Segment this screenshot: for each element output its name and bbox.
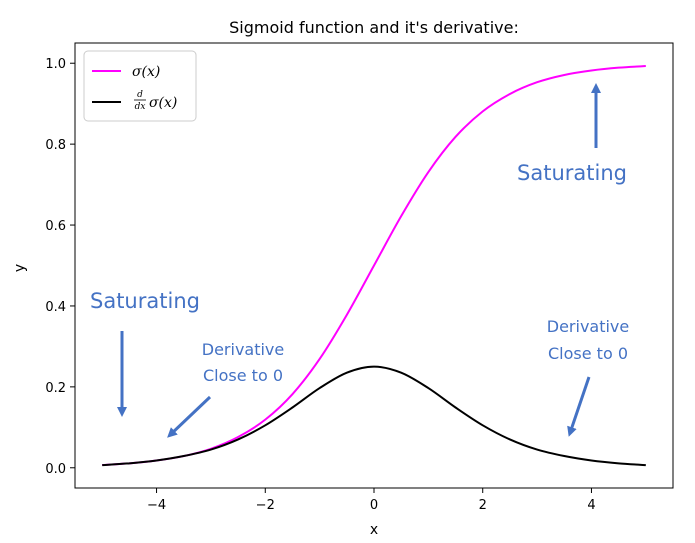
annotations: Saturating Derivative Close to 0 Saturat… xyxy=(90,83,630,438)
x-tick-label: 2 xyxy=(479,498,487,513)
y-axis-label: y xyxy=(12,264,28,272)
legend-derivative-label: σ(x) xyxy=(149,95,177,111)
y-tick-label: 0.8 xyxy=(45,138,66,153)
annotation-derivative-right-line2: Close to 0 xyxy=(548,344,628,363)
arrow-derivative-right xyxy=(567,376,591,437)
legend: σ(x) d dx σ(x) xyxy=(83,50,197,122)
legend-box xyxy=(83,50,197,122)
x-tick-label: 4 xyxy=(587,498,595,513)
y-tick-label: 1.0 xyxy=(45,57,66,72)
legend-derivative-denominator: dx xyxy=(135,102,146,112)
y-tick-label: 0.0 xyxy=(45,462,66,477)
axis-ticks: −4 −2 0 2 4 0.0 0.2 0.4 0.6 0.8 1.0 xyxy=(45,57,595,513)
x-tick-label: −2 xyxy=(256,498,275,513)
legend-derivative-numerator: d xyxy=(137,90,143,100)
x-tick-label: −4 xyxy=(147,498,166,513)
chart-title: Sigmoid function and it's derivative: xyxy=(229,18,519,37)
y-tick-label: 0.6 xyxy=(45,219,66,234)
annotation-saturating-right: Saturating xyxy=(517,161,627,185)
annotation-saturating-left: Saturating xyxy=(90,289,200,313)
arrow-derivative-left xyxy=(167,395,212,438)
annotation-derivative-right-line1: Derivative xyxy=(547,317,630,336)
annotation-derivative-left-line2: Close to 0 xyxy=(203,366,283,385)
legend-sigma-label: σ(x) xyxy=(132,64,160,80)
series-line-sigmoid xyxy=(102,65,646,467)
x-tick-label: 0 xyxy=(370,498,378,513)
y-tick-label: 0.4 xyxy=(45,300,66,315)
plot-area xyxy=(102,65,646,467)
x-axis-label: x xyxy=(370,522,378,538)
annotation-derivative-left-line1: Derivative xyxy=(202,340,285,359)
series-line-derivative xyxy=(102,365,646,467)
y-tick-label: 0.2 xyxy=(45,381,66,396)
